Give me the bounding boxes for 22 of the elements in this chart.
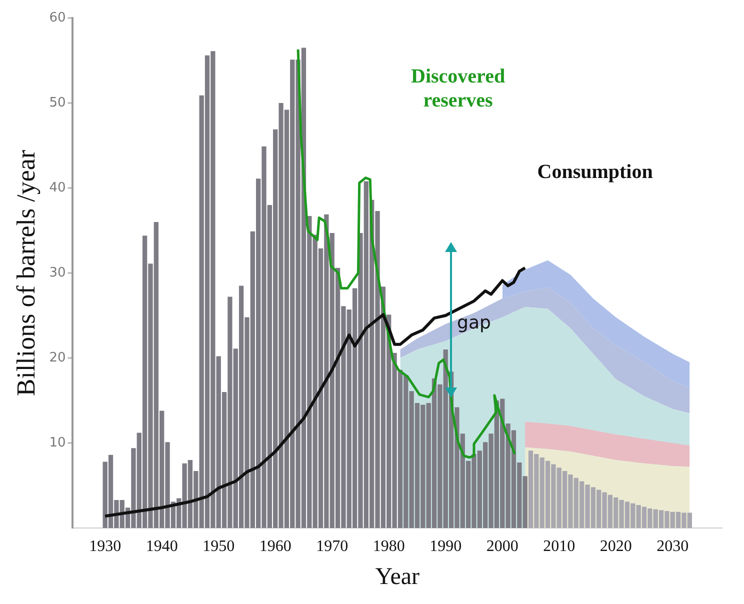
x-tick-label: 2010 xyxy=(543,538,576,555)
y-tick-label: 10 xyxy=(49,435,66,450)
y-tick-label: 50 xyxy=(49,95,66,110)
x-tick-label: 2020 xyxy=(600,538,632,555)
x-tick-label: 1970 xyxy=(316,538,348,555)
x-tick-label: 2030 xyxy=(656,538,689,555)
y-axis-title: Billions of barrels /year xyxy=(11,150,40,396)
x-axis-title: Year xyxy=(375,564,420,590)
y-tick-label: 30 xyxy=(49,265,66,280)
x-tick-label: 1990 xyxy=(430,538,462,555)
y-tick-label: 40 xyxy=(49,180,66,196)
x-tick-label: 1960 xyxy=(259,538,292,555)
y-tick-label: 20 xyxy=(49,350,66,366)
text: Discovered reserves xyxy=(411,66,506,112)
x-tick-label: 2000 xyxy=(486,538,518,555)
annotation: gap xyxy=(457,312,491,334)
x-tick-label: 1950 xyxy=(202,538,235,555)
text: Consumption xyxy=(537,161,653,184)
y-tick-label: 60 xyxy=(49,10,66,26)
x-tick-label: 1930 xyxy=(89,538,122,555)
x-tick-label: 1980 xyxy=(372,538,405,555)
x-tick-label: 1940 xyxy=(146,538,178,555)
